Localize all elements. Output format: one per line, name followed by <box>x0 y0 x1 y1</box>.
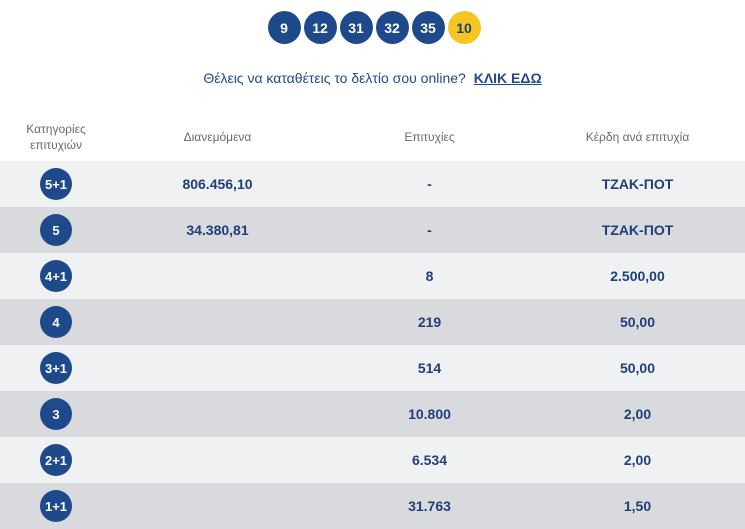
distributed-cell <box>140 253 295 299</box>
header-category-line2: επιτυχιών <box>30 138 82 152</box>
winners-cell: 10.800 <box>408 406 451 422</box>
category-badge: 3+1 <box>40 352 72 384</box>
prize-cell: ΤΖΑΚ-ΠΟΤ <box>601 222 674 238</box>
category-badge: 5+1 <box>40 168 72 200</box>
prize-cell: 50,00 <box>619 360 656 376</box>
prize-table-body: 5+1 806.456,10 - ΤΖΑΚ-ΠΟΤ 5 34.380,81 - … <box>0 161 745 529</box>
table-row: 3 10.800 2,00 <box>0 391 745 437</box>
distributed-cell <box>140 299 295 345</box>
prize-cell: ΤΖΑΚ-ΠΟΤ <box>601 176 674 192</box>
table-header: Κατηγορίες επιτυχιών Διανεμόμενα Επιτυχί… <box>0 113 745 161</box>
winners-cell: - <box>427 176 432 192</box>
header-category-line1: Κατηγορίες <box>26 122 86 136</box>
winners-cell: - <box>427 222 432 238</box>
table-row: 1+1 31.763 1,50 <box>0 483 745 529</box>
distributed-cell: 34.380,81 <box>186 222 249 238</box>
header-category: Κατηγορίες επιτυχιών <box>10 121 102 153</box>
winners-cell: 31.763 <box>408 498 451 514</box>
table-row: 4+1 8 2.500,00 <box>0 253 745 299</box>
drawn-number-ball: 9 <box>267 11 301 44</box>
online-ticket-text: Θέλεις να καταθέτεις το δελτίο σου onlin… <box>203 70 466 86</box>
prize-cell: 50,00 <box>619 314 656 330</box>
header-winners: Επιτυχίες <box>404 130 455 144</box>
winners-cell: 8 <box>425 268 434 284</box>
distributed-cell <box>140 345 295 391</box>
distributed-cell <box>140 483 295 529</box>
drawn-numbers: 9 12 31 32 35 10 <box>0 11 745 44</box>
winners-cell: 219 <box>417 314 442 330</box>
prize-cell: 2,00 <box>623 406 652 422</box>
winners-cell: 6.534 <box>411 452 448 468</box>
joker-number-ball: 10 <box>447 11 481 44</box>
category-badge: 4+1 <box>40 260 72 292</box>
category-badge: 3 <box>40 398 72 430</box>
drawn-number-ball: 35 <box>411 11 445 44</box>
table-row: 2+1 6.534 2,00 <box>0 437 745 483</box>
category-badge: 1+1 <box>40 490 72 522</box>
prize-cell: 2,00 <box>623 452 652 468</box>
category-badge: 4 <box>40 306 72 338</box>
table-row: 4 219 50,00 <box>0 299 745 345</box>
table-row: 3+1 514 50,00 <box>0 345 745 391</box>
drawn-number-ball: 12 <box>303 11 337 44</box>
header-distributed: Διανεμόμενα <box>183 130 252 144</box>
table-row: 5 34.380,81 - ΤΖΑΚ-ΠΟΤ <box>0 207 745 253</box>
prize-cell: 2.500,00 <box>610 268 665 284</box>
category-badge: 5 <box>40 214 72 246</box>
click-here-link[interactable]: ΚΛΙΚ ΕΔΩ <box>473 70 542 86</box>
prize-cell: 1,50 <box>623 498 652 514</box>
distributed-cell <box>140 437 295 483</box>
drawn-number-ball: 32 <box>375 11 409 44</box>
online-ticket-prompt: Θέλεις να καταθέτεις το δελτίο σου onlin… <box>0 70 745 86</box>
winners-cell: 514 <box>417 360 442 376</box>
drawn-number-ball: 31 <box>339 11 373 44</box>
table-row: 5+1 806.456,10 - ΤΖΑΚ-ΠΟΤ <box>0 161 745 207</box>
category-badge: 2+1 <box>40 444 72 476</box>
distributed-cell: 806.456,10 <box>182 176 253 192</box>
distributed-cell <box>140 391 295 437</box>
header-prize: Κέρδη ανά επιτυχία <box>585 130 690 144</box>
